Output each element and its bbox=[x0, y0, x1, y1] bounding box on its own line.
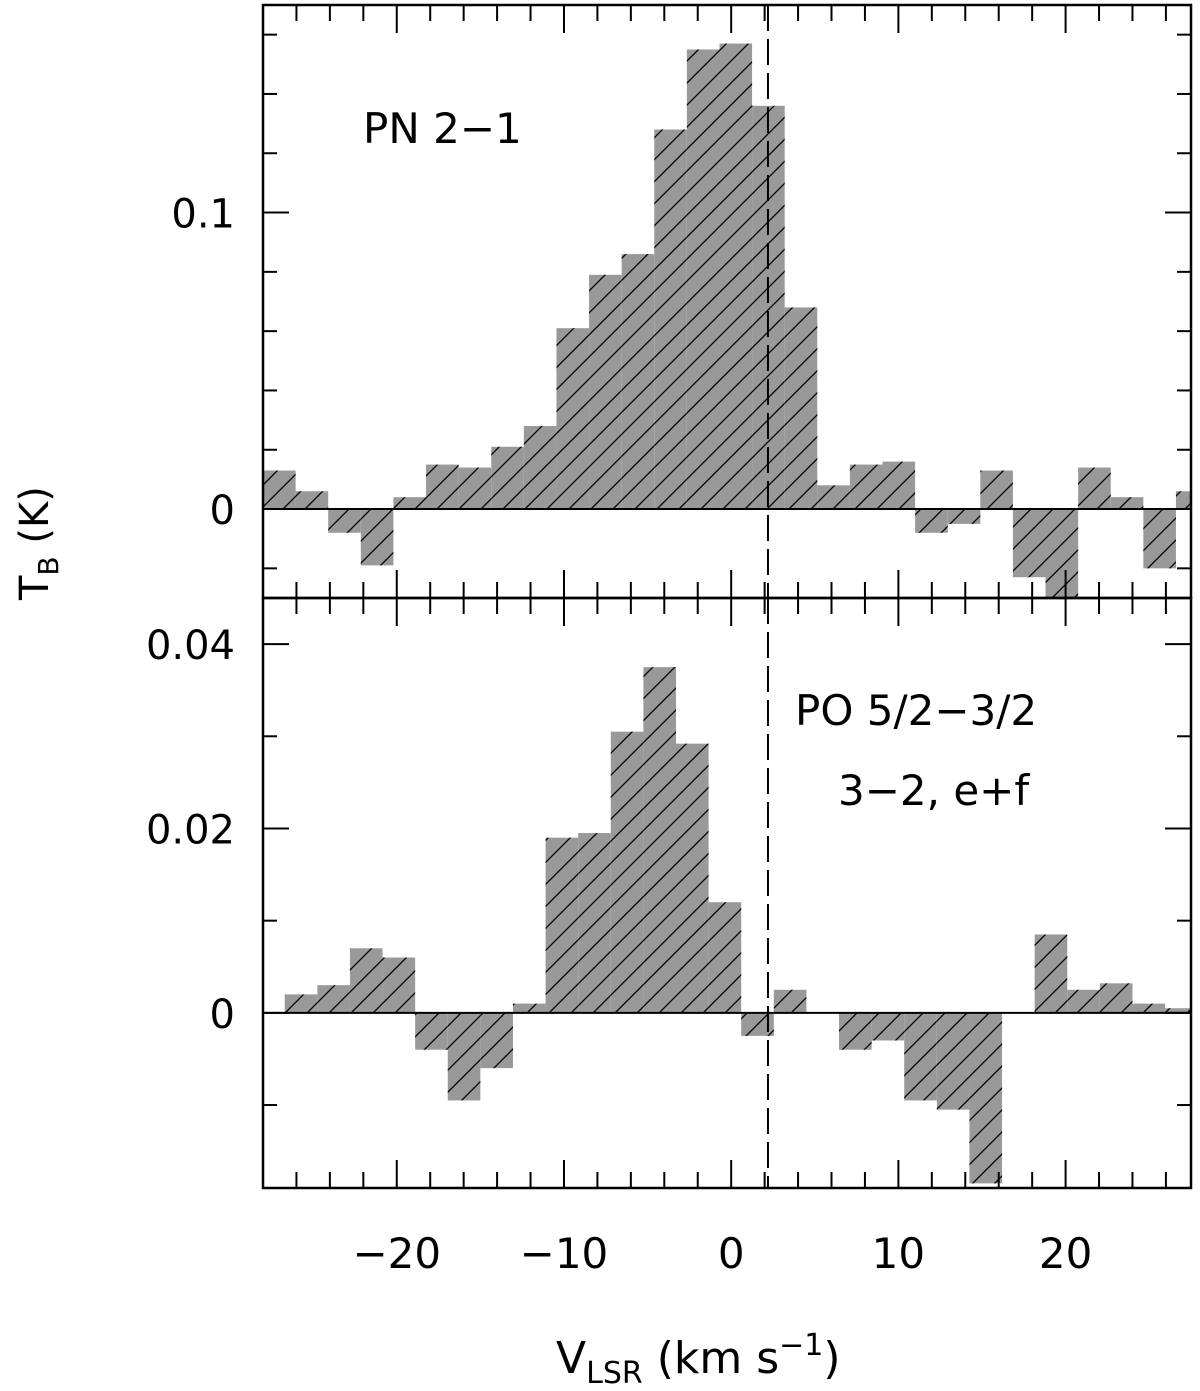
top-bar-hatch bbox=[360, 509, 394, 566]
y-axis-label: TB (K) bbox=[12, 486, 65, 601]
bottom-bar-hatch bbox=[545, 837, 579, 1013]
top-bar-hatch bbox=[589, 274, 622, 510]
top-bar-hatch bbox=[882, 461, 916, 510]
bottom-bar-hatch bbox=[871, 1012, 905, 1041]
top-bar-hatch bbox=[1045, 509, 1079, 598]
bottom-bar-hatch bbox=[512, 1003, 546, 1013]
bottom-panel-annotation-line2: 3−2, e+f bbox=[838, 766, 1030, 815]
top-bar-hatch bbox=[947, 509, 981, 524]
bottom-ytick-label: 0 bbox=[210, 992, 235, 1038]
top-bar-hatch bbox=[295, 491, 329, 510]
bottom-bar-hatch bbox=[1067, 989, 1100, 1013]
top-bar-hatch bbox=[654, 129, 687, 510]
top-bar-hatch bbox=[263, 470, 296, 510]
bottom-ytick-label: 0.04 bbox=[146, 623, 235, 669]
top-ytick-label: 0.1 bbox=[171, 192, 235, 238]
top-bar-hatch bbox=[458, 467, 492, 510]
bottom-panel-annotation-line1: PO 5/2−3/2 bbox=[795, 686, 1037, 735]
bottom-bar-hatch bbox=[317, 985, 350, 1013]
bottom-bar-hatch bbox=[447, 1012, 481, 1101]
x-tick-label: −20 bbox=[352, 1229, 441, 1278]
x-tick-label: 10 bbox=[872, 1229, 925, 1278]
x-tick-label: 0 bbox=[718, 1229, 745, 1278]
top-bar-hatch bbox=[556, 328, 590, 510]
bottom-bar-hatch bbox=[969, 1012, 1003, 1184]
top-bar-hatch bbox=[523, 426, 557, 510]
top-bar-hatch bbox=[915, 509, 948, 533]
x-tick-label: 20 bbox=[1039, 1229, 1092, 1278]
top-bar-hatch bbox=[686, 49, 720, 510]
bottom-bar-hatch bbox=[643, 667, 677, 1013]
bottom-bar-hatch bbox=[839, 1012, 872, 1050]
top-bar-hatch bbox=[1143, 509, 1176, 569]
top-bar-hatch bbox=[1012, 509, 1046, 578]
bottom-bar-hatch bbox=[741, 1012, 774, 1036]
bottom-bar-hatch bbox=[1099, 983, 1133, 1013]
bottom-bar-hatch bbox=[936, 1012, 970, 1110]
bottom-bar-hatch bbox=[1034, 934, 1068, 1013]
bottom-bar-hatch bbox=[708, 902, 742, 1013]
top-bar-hatch bbox=[491, 446, 524, 510]
top-ytick-label: 0 bbox=[210, 488, 235, 534]
top-bar-hatch bbox=[1175, 491, 1191, 510]
bottom-bar-hatch bbox=[382, 957, 416, 1013]
bottom-bar-hatch bbox=[773, 989, 807, 1013]
top-bar-hatch bbox=[426, 464, 459, 510]
bottom-bar-hatch bbox=[415, 1012, 448, 1050]
bottom-bar-hatch bbox=[480, 1012, 513, 1069]
bottom-bar-hatch bbox=[578, 833, 611, 1013]
top-bar-hatch bbox=[393, 497, 427, 510]
top-bar-hatch bbox=[328, 509, 361, 533]
bottom-bar-hatch bbox=[349, 948, 383, 1013]
bottom-ytick-label: 0.02 bbox=[146, 807, 235, 853]
bottom-panel-frame bbox=[261, 596, 1193, 1190]
bottom-bar-hatch bbox=[1132, 1003, 1166, 1013]
x-axis-label: VLSR (km s−1) bbox=[556, 1328, 841, 1391]
bottom-bar-hatch bbox=[610, 731, 644, 1013]
bottom-bar-hatch bbox=[284, 994, 318, 1013]
top-bar-hatch bbox=[849, 464, 883, 510]
x-tick-label: −10 bbox=[520, 1229, 609, 1278]
bottom-bar-hatch bbox=[676, 743, 709, 1013]
top-bar-hatch bbox=[1078, 467, 1111, 510]
top-panel-annotation: PN 2−1 bbox=[363, 104, 522, 153]
top-bar-hatch bbox=[719, 43, 753, 510]
bottom-bar-hatch bbox=[1165, 1008, 1191, 1013]
top-bar-hatch bbox=[752, 105, 785, 510]
top-bar-hatch bbox=[784, 307, 818, 510]
bottom-panel: 0 0.02 0.04 −20 −10 0 10 20 bbox=[146, 598, 1191, 1278]
top-bar-hatch bbox=[980, 470, 1013, 510]
panel-frames bbox=[261, 3, 1193, 1190]
top-bar-hatch bbox=[1110, 497, 1144, 510]
bottom-bar-hatch bbox=[904, 1012, 937, 1101]
top-bar-hatch bbox=[621, 254, 655, 510]
top-panel: 00.1 bbox=[171, 5, 1191, 598]
top-bar-hatch bbox=[817, 485, 850, 510]
